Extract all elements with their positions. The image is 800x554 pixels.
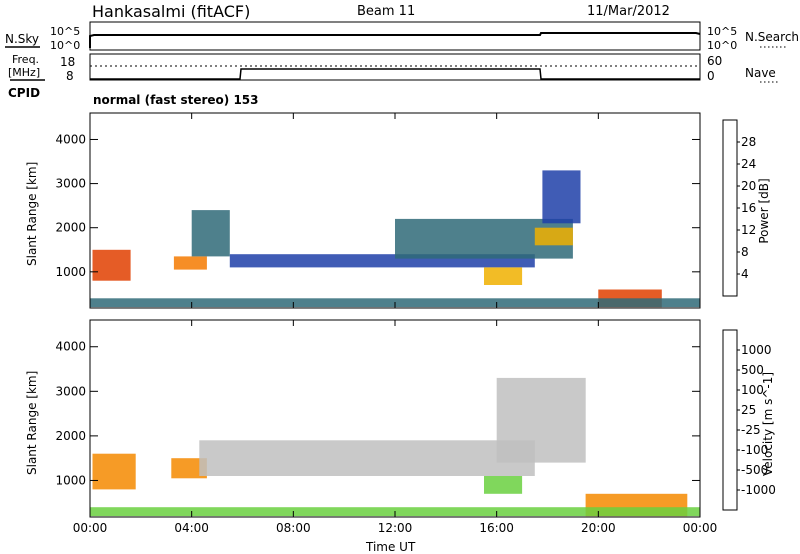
power-colorbar-label-1: 8 <box>741 245 749 259</box>
cpid-label: CPID <box>8 86 41 100</box>
beam-label: Beam 11 <box>357 4 416 19</box>
vel-xtick-label-0: 00:00 <box>73 521 108 535</box>
power-region-0 <box>92 249 131 281</box>
cpid-mode: normal (fast stereo) 153 <box>93 93 259 107</box>
vel-ytick-label-3: 4000 <box>55 340 86 354</box>
nsky-tick-bottom: 10^0 <box>50 39 81 52</box>
nsky-label: N.Sky <box>5 32 40 46</box>
nave-tick-0: 0 <box>707 69 715 83</box>
vel-region-0 <box>92 453 136 490</box>
vel-region-4 <box>496 377 586 463</box>
vel-panel-frame <box>89 319 701 518</box>
date-label: 11/Mar/2012 <box>587 4 670 19</box>
vel-region-1 <box>171 458 207 479</box>
velocity-colorbar-label-1: 500 <box>741 363 764 377</box>
power-ytick-label-3: 4000 <box>55 132 86 146</box>
velocity-colorbar-label-7: -1000 <box>741 483 776 497</box>
vel-xtick-label-2: 08:00 <box>276 521 311 535</box>
power-colorbar-label-3: 16 <box>741 201 756 215</box>
freq-tick-18: 18 <box>60 55 76 69</box>
freq-panel-frame <box>89 53 701 81</box>
vel-xtick-label-1: 04:00 <box>174 521 209 535</box>
nsky-tick-top: 10^5 <box>50 25 81 38</box>
nave-tick-60: 60 <box>707 54 723 68</box>
power-region-6 <box>534 227 573 246</box>
freq-label-line2: [MHz] <box>8 66 41 79</box>
power-ytick-label-0: 1000 <box>55 265 86 279</box>
power-ytick-label-2: 3000 <box>55 177 86 191</box>
station-title: Hankasalmi (fitACF) <box>92 2 251 21</box>
vel-xtick-label-5: 20:00 <box>581 521 616 535</box>
power-region-2 <box>191 210 230 257</box>
vel-xtick-label-3: 12:00 <box>378 521 413 535</box>
power-region-5 <box>484 267 523 285</box>
freq-label-line1: Freq. <box>12 53 40 66</box>
power-colorbar-label-6: 28 <box>741 135 756 149</box>
power-colorbar-label-4: 20 <box>741 179 756 193</box>
freq-tick-8: 8 <box>66 69 74 83</box>
power-colorbar-label-5: 24 <box>741 157 756 171</box>
power-region-7 <box>542 170 581 224</box>
vel-xtick-label-4: 16:00 <box>479 521 514 535</box>
velocity-colorbar-label-3: 25 <box>741 403 756 417</box>
power-colorbar-label-0: 4 <box>741 267 749 281</box>
x-axis-title: Time UT <box>366 540 416 554</box>
velocity-colorbar-label-0: 1000 <box>741 343 772 357</box>
velocity-colorbar-label-2: 100 <box>741 383 764 397</box>
nsky-series <box>89 32 701 48</box>
velocity-colorbar-frame <box>722 329 738 511</box>
nsearch-label: N.Search <box>745 30 800 44</box>
nave-label: Nave <box>745 66 776 80</box>
power-colorbar-label-2: 12 <box>741 223 756 237</box>
velocity-colorbar-label-4: -25 <box>741 423 761 437</box>
power-ytick-label-1: 2000 <box>55 221 86 235</box>
vel-ytick-label-0: 1000 <box>55 473 86 487</box>
nsearch-tick-bottom: 10^0 <box>707 39 738 52</box>
vel-xtick-label-6: 00:00 <box>683 521 718 535</box>
power-panel-frame <box>89 112 701 309</box>
freq-series <box>90 68 700 80</box>
nsearch-tick-top: 10^5 <box>707 25 738 38</box>
vel-ytick-label-2: 3000 <box>55 384 86 398</box>
vel-ytick-label-1: 2000 <box>55 429 86 443</box>
power-region-1 <box>173 256 207 270</box>
velocity-colorbar-label-6: -500 <box>741 463 768 477</box>
vel-region-3 <box>484 476 523 494</box>
velocity-colorbar-label-5: -100 <box>741 443 768 457</box>
vel-region-2 <box>199 440 535 476</box>
power-colorbar-frame <box>722 119 738 297</box>
